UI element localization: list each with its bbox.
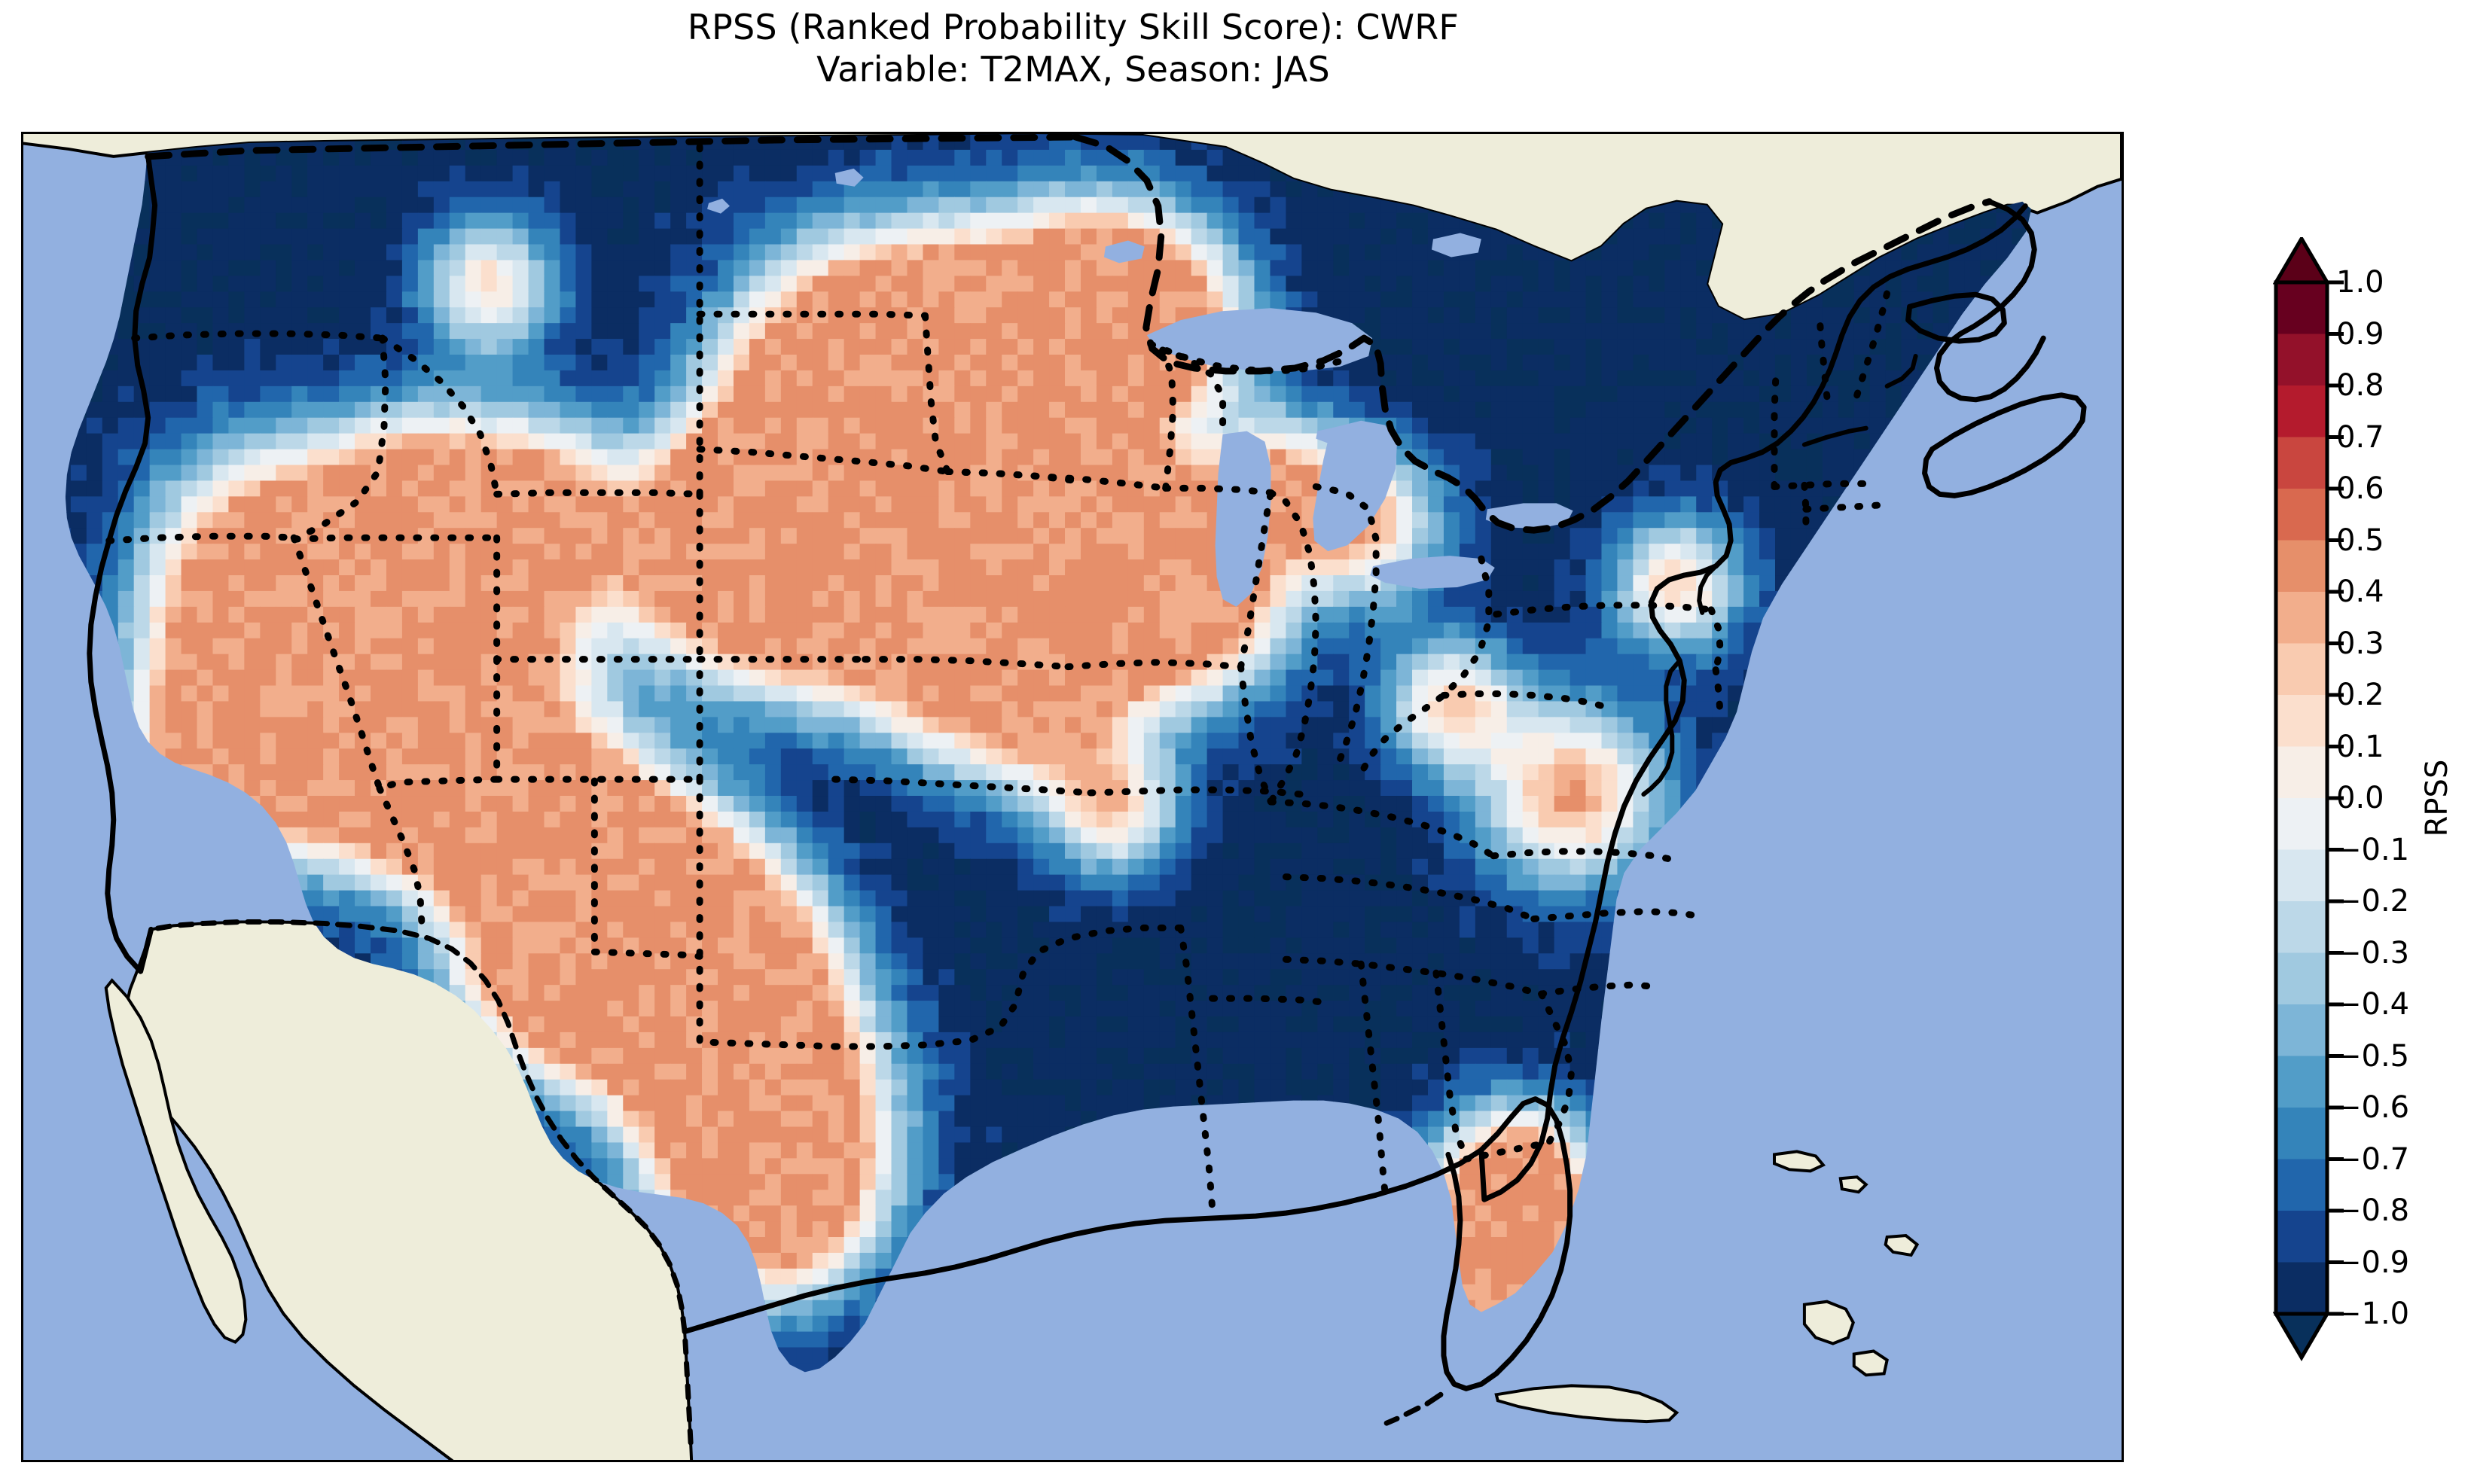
colorbar-tick-label: 0.3 [2336, 626, 2384, 661]
colorbar-tick-label: 0.7 [2336, 419, 2384, 455]
colorbar-tick-label: 0.0 [2336, 781, 2384, 815]
colorbar-tick-label: 0.6 [2336, 471, 2384, 506]
chart-title-block: RPSS (Ranked Probability Skill Score): C… [0, 6, 2146, 90]
colorbar-tick-label: −0.2 [2336, 884, 2410, 919]
colorbar-tick-label: −0.1 [2336, 832, 2410, 867]
great-lakes-layer [707, 168, 1573, 607]
colorbar-tick-label: −0.4 [2336, 987, 2410, 1022]
colorbar-tick-label: −1.0 [2336, 1297, 2410, 1331]
page-title: RPSS (Ranked Probability Skill Score): C… [687, 7, 1460, 47]
colorbar-tick-label: −0.9 [2336, 1245, 2410, 1280]
colorbar-tick-label: −0.8 [2336, 1193, 2410, 1228]
colorbar-axis-label: RPSS [2420, 759, 2454, 837]
colorbar-tick-label: 0.9 [2336, 316, 2384, 352]
colorbar-tick-label: 0.4 [2336, 574, 2384, 609]
colorbar-tick-label: −0.6 [2336, 1090, 2410, 1125]
colorbar: 1.0 0.9 0.8 0.7 0.6 0.5 0.4 0.3 0.2 0.1 0.0 −0.1 −0.… [2273, 237, 2409, 1361]
rpss-map [23, 134, 2122, 1460]
page-subtitle: Variable: T2MAX, Season: JAS [816, 49, 1330, 90]
colorbar-swatches [2273, 237, 2344, 1361]
colorbar-tick-label: 0.8 [2336, 368, 2384, 403]
colorbar-tick-label: 1.0 [2336, 265, 2384, 300]
colorbar-tick-label: −0.3 [2336, 935, 2410, 971]
colorbar-tick-label: 0.5 [2336, 523, 2384, 558]
map-panel [21, 132, 2124, 1462]
colorbar-tick-label: −0.7 [2336, 1141, 2410, 1177]
boundary-layer [87, 134, 2087, 1446]
colorbar-tick-label: −0.5 [2336, 1038, 2410, 1074]
colorbar-tick-label: 0.1 [2336, 729, 2384, 764]
colorbar-tick-label: 0.2 [2336, 678, 2384, 712]
